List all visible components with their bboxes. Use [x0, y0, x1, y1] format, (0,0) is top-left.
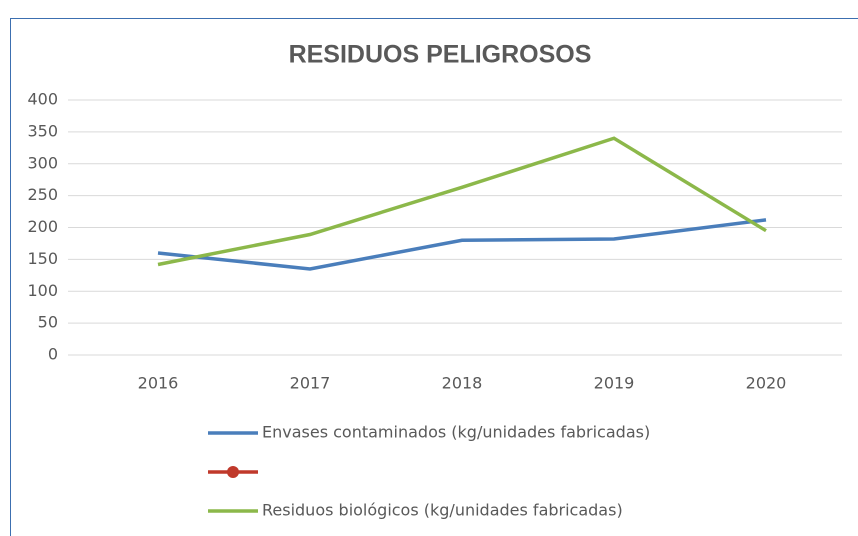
y-tick-label: 350: [27, 121, 58, 140]
y-tick-label: 300: [27, 153, 58, 172]
y-tick-label: 50: [38, 313, 58, 332]
legend-label: Envases contaminados (kg/unidades fabric…: [262, 423, 650, 442]
chart-title: RESIDUOS PELIGROSOS: [289, 41, 592, 69]
x-tick-label: 2018: [442, 374, 483, 393]
x-tick-label: 2019: [594, 374, 635, 393]
y-tick-label: 400: [27, 90, 58, 109]
legend-marker: [227, 466, 239, 478]
y-tick-label: 250: [27, 185, 58, 204]
x-tick-label: 2016: [138, 374, 179, 393]
y-tick-label: 150: [27, 249, 58, 268]
y-tick-label: 0: [48, 345, 58, 364]
x-tick-label: 2017: [290, 374, 331, 393]
series-line: [157, 218, 767, 271]
x-tick-label: 2020: [746, 374, 787, 393]
y-tick-label: 100: [27, 281, 58, 300]
legend-label: Residuos biológicos (kg/unidades fabrica…: [262, 501, 623, 520]
chart-frame: [10, 18, 858, 536]
y-tick-label: 200: [27, 217, 58, 236]
series-line: [157, 136, 767, 267]
